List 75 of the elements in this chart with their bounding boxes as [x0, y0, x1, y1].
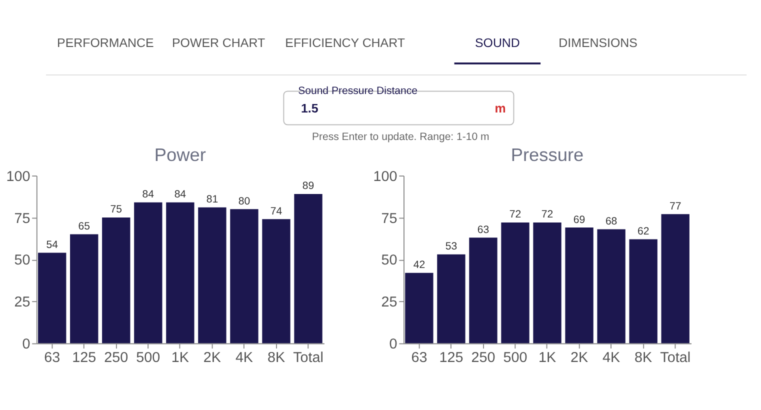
text: Sound Pressure Distance: [298, 85, 418, 98]
x-tick-label: 4K: [235, 350, 254, 366]
data-label: 62: [637, 226, 650, 238]
bar: [501, 222, 530, 344]
x-tick-label: 63: [411, 350, 428, 366]
bar: [102, 217, 130, 344]
data-label: 54: [46, 238, 58, 251]
data-label: 63: [477, 224, 490, 236]
bar: [294, 194, 322, 344]
data-label: 80: [238, 195, 250, 208]
bar: [469, 238, 498, 344]
bar: [597, 229, 626, 344]
y-tick-label: 100: [373, 168, 398, 185]
x-tick-label: 125: [72, 350, 96, 366]
data-label: 53: [445, 240, 458, 253]
y-tick-label: 50: [381, 252, 398, 269]
x-tick-label: 2K: [203, 350, 222, 366]
bar: [661, 214, 690, 344]
data-label: 65: [78, 220, 90, 232]
data-label: 84: [142, 188, 154, 201]
x-tick-label: 500: [503, 350, 528, 366]
text: PERFORMANCE: [57, 36, 154, 50]
y-tick-label: 0: [22, 336, 30, 353]
y-tick-label: 0: [389, 336, 398, 353]
chart-title: Pressure: [510, 145, 584, 166]
x-tick-label: 8K: [634, 350, 653, 366]
data-label: 72: [509, 208, 522, 221]
bar: [198, 207, 226, 344]
data-label: 81: [206, 194, 218, 206]
text: m: [494, 101, 506, 116]
data-label: 68: [605, 215, 618, 228]
x-tick-label: 63: [44, 350, 60, 366]
bar: [437, 254, 466, 344]
y-tick-label: 100: [6, 168, 30, 185]
y-tick-label: 25: [381, 294, 398, 311]
bar: [629, 239, 658, 344]
data-label: 89: [302, 180, 314, 192]
x-tick-label: 4K: [602, 350, 621, 366]
data-label: 72: [541, 208, 554, 221]
data-label: 77: [669, 200, 682, 212]
y-tick-label: 50: [14, 252, 30, 269]
x-tick-label: 125: [439, 350, 464, 366]
data-label: 69: [573, 214, 586, 226]
text: EFFICIENCY CHART: [285, 36, 406, 50]
y-tick-label: 75: [14, 210, 30, 227]
chart-title: Power: [154, 145, 206, 166]
text: SOUND: [474, 36, 520, 50]
bar: [38, 252, 66, 344]
text: DIMENSIONS: [558, 36, 638, 50]
data-label: 75: [110, 204, 122, 216]
bar: [533, 222, 562, 344]
data-label: 84: [174, 188, 186, 201]
bar: [134, 202, 162, 344]
x-tick-label: 2K: [570, 350, 588, 366]
x-tick-label: Total: [660, 350, 691, 366]
x-tick-label: 250: [104, 350, 128, 366]
x-tick-label: 500: [136, 350, 160, 366]
bar: [565, 228, 594, 344]
bar: [230, 209, 258, 344]
bar: [70, 234, 98, 344]
y-tick-label: 25: [14, 294, 30, 311]
y-tick-label: 75: [381, 210, 398, 227]
text: 1.5: [300, 101, 318, 116]
data-label: 74: [270, 205, 282, 218]
data-label: 42: [413, 259, 426, 272]
text: Press Enter to update. Range: 1-10 m: [312, 131, 490, 144]
x-tick-label: 1K: [538, 350, 556, 366]
x-tick-label: 1K: [171, 350, 190, 366]
text: POWER CHART: [172, 36, 266, 50]
x-tick-label: Total: [293, 350, 324, 366]
bar: [166, 202, 194, 344]
x-tick-label: 250: [471, 350, 496, 366]
bar: [262, 219, 290, 344]
x-tick-label: 8K: [267, 350, 286, 366]
bar: [405, 272, 434, 344]
